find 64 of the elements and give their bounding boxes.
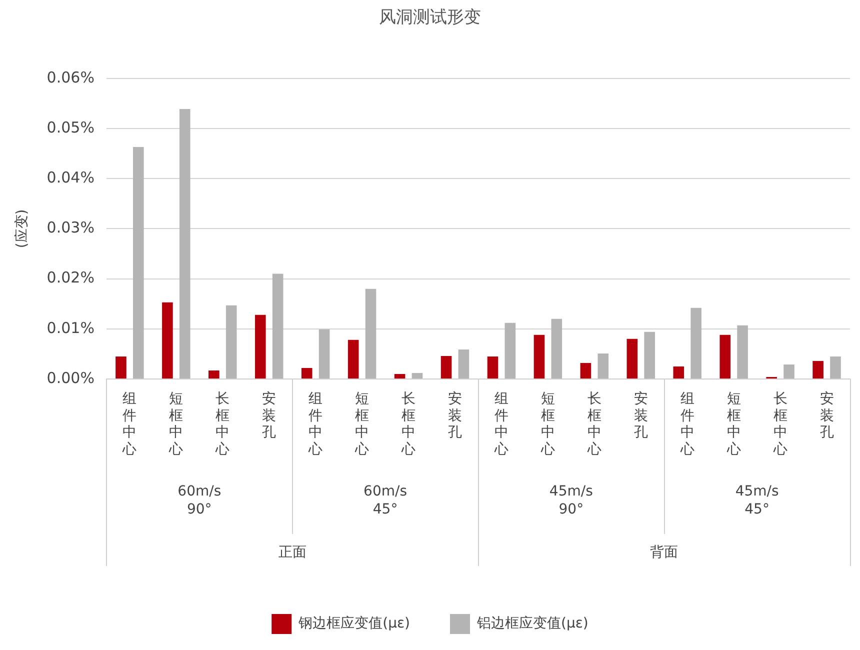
bar xyxy=(504,322,516,378)
y-tick-label: 0.02% xyxy=(46,268,94,287)
bar xyxy=(598,353,609,378)
x-tick-label: 短框中心 xyxy=(354,391,370,458)
bar xyxy=(208,370,220,378)
text: 正面 xyxy=(278,544,306,561)
bar xyxy=(412,372,423,378)
y-tick-label: 0.03% xyxy=(46,218,94,237)
x-tick-label: 短框中心 xyxy=(726,391,741,458)
x-tick-label: 长框中心 xyxy=(400,391,416,458)
x-tick-label: 长框中心 xyxy=(586,391,602,458)
bar xyxy=(551,318,562,378)
bar xyxy=(179,108,190,378)
text: 45m/s 90° xyxy=(549,484,593,518)
y-tick-label: 0.04% xyxy=(46,168,94,186)
bar xyxy=(784,364,794,378)
x-tick-label: 短框中心 xyxy=(540,391,555,458)
bar xyxy=(580,362,592,378)
x-tick-label: 安装孔 xyxy=(820,391,834,441)
legend-label: 铝边框应变值(με) xyxy=(476,616,588,632)
bar xyxy=(301,368,312,378)
bar xyxy=(226,305,237,378)
legend-label: 钢边框应变值(με) xyxy=(298,616,410,632)
x-tick-label: 组件中心 xyxy=(122,391,137,458)
x-tick-label: 组件中心 xyxy=(679,391,694,458)
bar xyxy=(673,366,684,378)
chart-title: 风洞测试形变 xyxy=(379,8,481,28)
x-tick-label: 安装孔 xyxy=(448,391,462,441)
bar xyxy=(487,356,498,378)
y-axis-title: (应变) xyxy=(14,209,30,248)
y-tick-label: 0.05% xyxy=(46,118,94,136)
bar xyxy=(365,288,376,378)
text: 45m/s 45° xyxy=(735,484,779,518)
bar xyxy=(830,356,841,378)
bar xyxy=(644,332,655,378)
x-tick-label: 长框中心 xyxy=(214,391,230,458)
x-tick-label: 短框中心 xyxy=(168,391,184,458)
bar xyxy=(318,329,330,378)
bar xyxy=(737,325,748,378)
y-tick-label: 0.00% xyxy=(46,368,94,387)
x-tick-label: 组件中心 xyxy=(308,391,323,458)
bar xyxy=(812,360,824,378)
bar xyxy=(440,356,452,378)
bar xyxy=(254,314,266,378)
y-tick-label: 0.06% xyxy=(46,68,94,86)
bar xyxy=(162,302,173,378)
bar xyxy=(534,334,545,378)
text: 60m/s 90° xyxy=(178,484,222,518)
y-tick-label: 0.01% xyxy=(46,318,94,337)
text: 背面 xyxy=(650,544,678,561)
bar xyxy=(458,349,470,378)
x-tick-label: 安装孔 xyxy=(634,391,648,441)
x-tick-label: 长框中心 xyxy=(772,391,788,458)
bar xyxy=(626,338,638,378)
x-tick-label: 组件中心 xyxy=(493,391,508,458)
bar xyxy=(394,374,406,378)
x-tick-label: 安装孔 xyxy=(262,391,276,441)
bar xyxy=(272,274,284,378)
bar xyxy=(720,334,731,378)
text: 60m/s 45° xyxy=(364,484,408,518)
bar xyxy=(690,308,702,378)
bar xyxy=(116,356,126,378)
bar xyxy=(133,147,144,378)
bar xyxy=(348,340,359,378)
